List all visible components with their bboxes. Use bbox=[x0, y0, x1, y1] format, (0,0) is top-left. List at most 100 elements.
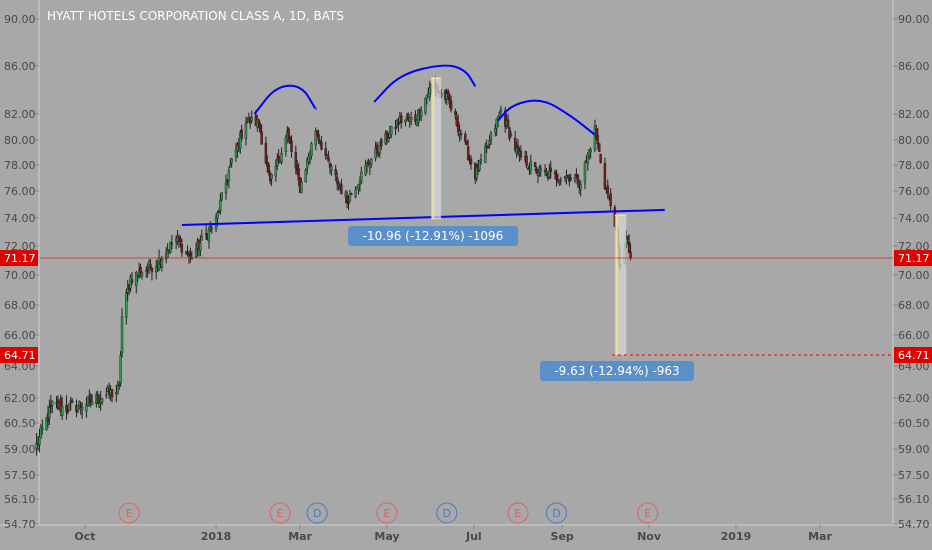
candle-body bbox=[519, 150, 523, 158]
candle-body bbox=[325, 154, 329, 156]
head-arc[interactable] bbox=[373, 64, 477, 103]
candle-body bbox=[596, 135, 599, 144]
y-tick-label-right: 72.00 bbox=[898, 240, 930, 253]
candle-body bbox=[390, 125, 393, 135]
candle-body bbox=[229, 164, 232, 168]
candle-body bbox=[489, 133, 493, 141]
candle-body bbox=[234, 149, 238, 158]
drawing-layer[interactable]: -10.96 (-12.91%) -1096 -9.63 (-12.94%) -9… bbox=[181, 64, 694, 381]
candle-body bbox=[506, 119, 510, 127]
x-tick-label: Oct bbox=[74, 530, 95, 543]
candle-body bbox=[509, 134, 513, 137]
candle-body bbox=[340, 184, 343, 194]
measure-label-box bbox=[348, 226, 518, 246]
candle-body bbox=[525, 155, 528, 167]
candle-body bbox=[589, 149, 592, 153]
candle-body bbox=[119, 355, 122, 384]
x-tick-label: Mar bbox=[288, 530, 312, 543]
y-tick-label-left: 90.00 bbox=[4, 13, 36, 26]
candle-body bbox=[397, 123, 400, 125]
candle-body bbox=[66, 409, 70, 413]
candle-body bbox=[184, 251, 188, 253]
candle-body bbox=[348, 193, 352, 202]
earnings-marker[interactable] bbox=[376, 502, 398, 524]
candle-body bbox=[130, 279, 134, 283]
candle-body bbox=[41, 428, 44, 431]
candle-body bbox=[244, 123, 248, 139]
candle-body bbox=[140, 272, 144, 277]
candle-body bbox=[334, 169, 337, 176]
candle-body bbox=[194, 249, 198, 258]
candle-body bbox=[38, 436, 41, 446]
dividend-marker-letter: D bbox=[313, 507, 321, 520]
candle-body bbox=[469, 158, 473, 165]
candle-body bbox=[257, 119, 260, 125]
candle-body bbox=[337, 183, 340, 186]
y-tick-label-right: 82.00 bbox=[898, 108, 930, 121]
candle-body bbox=[270, 174, 273, 180]
earnings-marker[interactable] bbox=[507, 502, 529, 524]
earnings-marker[interactable] bbox=[118, 502, 140, 524]
price-tag-layer: 71.17 71.17 64.71 64.71 bbox=[0, 250, 932, 363]
candle-body bbox=[240, 129, 243, 139]
candle-body bbox=[464, 133, 467, 142]
candle-body bbox=[105, 394, 108, 397]
dividend-marker[interactable] bbox=[436, 502, 458, 524]
candle-body bbox=[149, 264, 152, 268]
candle-body bbox=[380, 139, 383, 147]
y-tick-label-left: 56.10 bbox=[4, 493, 36, 506]
candle-body bbox=[419, 110, 423, 117]
candle-body bbox=[400, 115, 403, 124]
candle-body bbox=[569, 178, 572, 180]
y-tick-label-left: 70.00 bbox=[4, 269, 36, 282]
measure-box[interactable] bbox=[614, 215, 627, 355]
candle-body bbox=[204, 232, 208, 235]
earnings-marker-letter: E bbox=[515, 507, 522, 520]
candle-body bbox=[375, 144, 379, 153]
candle-body bbox=[454, 111, 457, 115]
left-shoulder-arc[interactable] bbox=[253, 84, 317, 115]
y-tick-label-left: 74.00 bbox=[4, 212, 36, 225]
candle-body bbox=[558, 180, 561, 183]
y-tick-label-right: 57.50 bbox=[898, 469, 930, 482]
candle-body bbox=[360, 171, 363, 183]
earnings-marker[interactable] bbox=[269, 502, 291, 524]
candle-body bbox=[335, 176, 339, 184]
candle-body bbox=[260, 131, 263, 145]
price-tag-right bbox=[894, 250, 932, 267]
y-tick-label-right: 78.00 bbox=[898, 159, 930, 172]
candle-body bbox=[409, 117, 413, 121]
earnings-marker[interactable] bbox=[637, 502, 659, 524]
dividend-marker-letter: D bbox=[552, 507, 560, 520]
candle-body bbox=[274, 165, 278, 177]
candle-body bbox=[187, 255, 191, 258]
y-tick-label-left: 80.00 bbox=[4, 134, 36, 147]
candle-body bbox=[358, 181, 362, 186]
y-tick-label-left: 60.50 bbox=[4, 417, 36, 430]
y-tick-label-left: 76.00 bbox=[4, 185, 36, 198]
candle-body bbox=[300, 181, 303, 194]
price-tag-left bbox=[0, 250, 38, 267]
candle-body bbox=[79, 404, 82, 407]
candle-body bbox=[486, 146, 490, 148]
neckline-trendline[interactable] bbox=[181, 208, 665, 226]
candle-body bbox=[549, 167, 552, 172]
candle-body bbox=[89, 394, 92, 403]
x-tick-label: Nov bbox=[637, 530, 662, 543]
candle-body bbox=[368, 164, 372, 169]
candle-body bbox=[508, 127, 511, 139]
candle-body bbox=[170, 242, 174, 245]
candle-body bbox=[145, 270, 148, 272]
candle-body bbox=[246, 121, 249, 123]
candle-body bbox=[456, 122, 460, 132]
dividend-marker[interactable] bbox=[545, 502, 567, 524]
measure-box[interactable] bbox=[431, 78, 442, 220]
dividend-marker[interactable] bbox=[306, 502, 328, 524]
candle-body bbox=[573, 177, 577, 181]
candle-body bbox=[210, 227, 213, 230]
right-shoulder-arc[interactable] bbox=[497, 99, 596, 136]
y-tick-label-right: 56.10 bbox=[898, 493, 930, 506]
